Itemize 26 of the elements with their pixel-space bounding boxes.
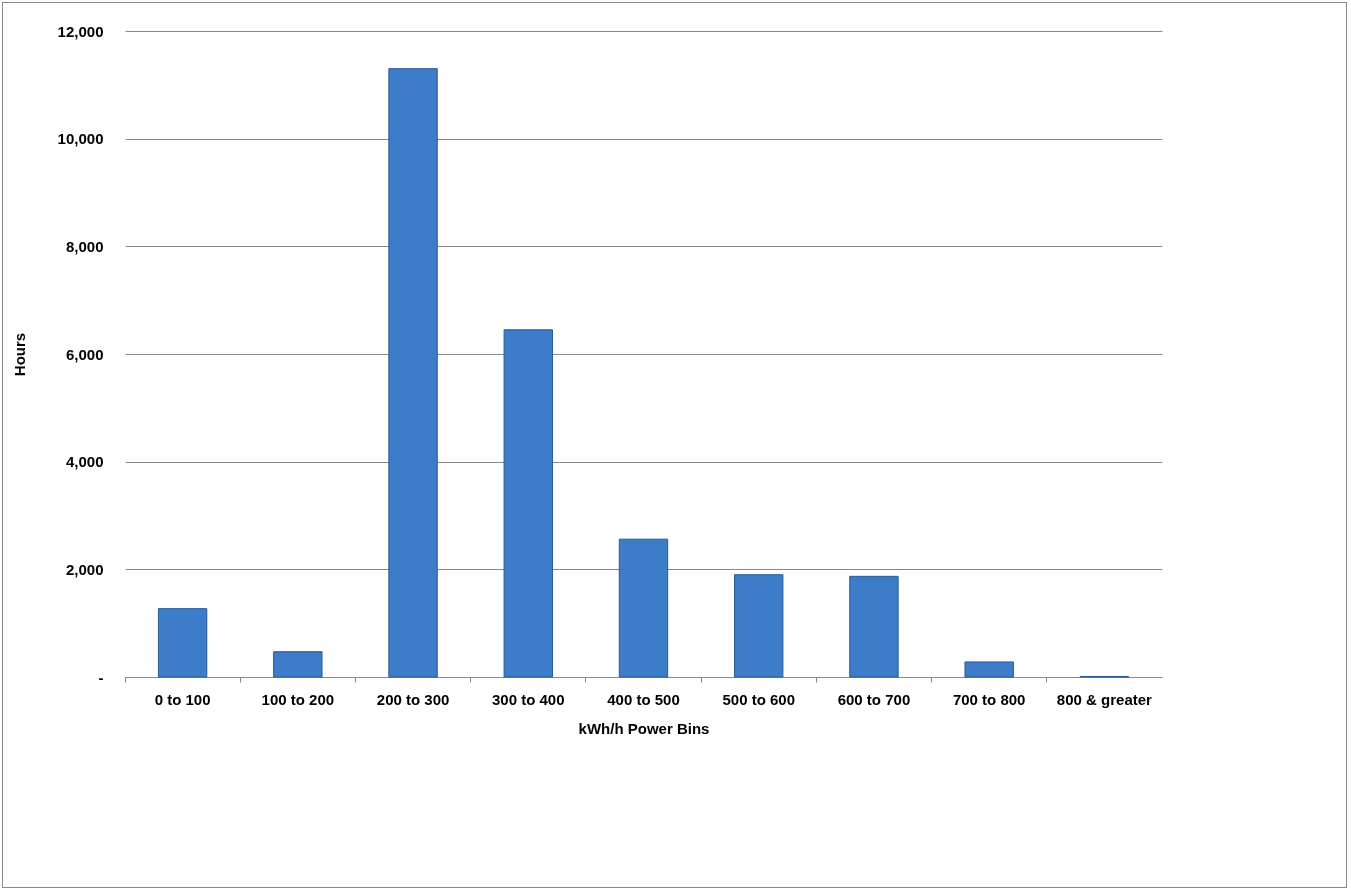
x-tick-label: 300 to 400 [492, 690, 565, 708]
bar [964, 661, 1014, 678]
x-tick-label: 0 to 100 [154, 690, 211, 708]
y-tick-label: 6,000 [65, 345, 104, 363]
y-tick-label: 4,000 [65, 453, 104, 471]
x-axis-title: kWh/h Power Bins [578, 719, 710, 737]
x-tick-label: 600 to 700 [837, 690, 911, 708]
x-tick-label: 800 & greater [1056, 690, 1153, 708]
x-tick-label: 500 to 600 [722, 690, 795, 708]
y-axis-title: Hours [10, 332, 28, 377]
bar [503, 329, 553, 678]
y-tick-label: - [98, 668, 104, 686]
x-tick-label: 200 to 300 [376, 690, 450, 708]
y-tick-label: 8,000 [65, 237, 104, 255]
bar [388, 68, 438, 678]
bar [734, 574, 784, 678]
bar [849, 575, 899, 678]
bar [618, 538, 669, 678]
y-tick-label: 2,000 [65, 560, 104, 578]
bar [157, 608, 208, 678]
x-tick-label: 400 to 500 [607, 690, 680, 708]
bar [273, 651, 323, 678]
x-tick-label: 700 to 800 [952, 690, 1026, 708]
y-tick-label: 10,000 [57, 130, 104, 148]
y-tick-label: 12,000 [57, 22, 104, 40]
x-tick-label: 100 to 200 [261, 690, 335, 708]
